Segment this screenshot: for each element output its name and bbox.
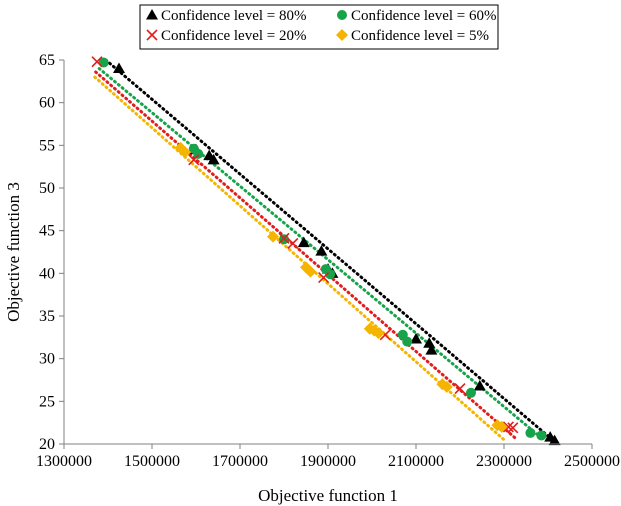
y-tick-label: 40 [39,265,55,282]
x-axis-title: Objective function 1 [258,486,398,505]
x-tick-label: 1500000 [124,453,180,470]
x-tick-label: 2300000 [476,453,532,470]
y-axis-title: Objective function 3 [4,182,23,322]
y-tick-label: 30 [39,351,55,368]
legend-box [139,4,499,50]
data-point [179,146,191,159]
data-point [423,337,436,348]
y-tick-label: 65 [39,52,55,69]
x-tick-label: 1300000 [36,453,92,470]
data-point [315,245,328,256]
legend: Confidence level = 80% Confidence level =… [139,4,499,50]
legend-label: Confidence level = 20% [161,28,307,44]
data-point [473,379,486,391]
trendline [93,75,506,442]
data-point [91,56,103,68]
data-point [193,148,204,159]
data-point [188,154,200,166]
data-point [425,344,438,355]
series-points [174,141,508,433]
data-point [287,237,299,250]
legend-marker [337,10,347,20]
data-point [536,430,547,441]
legend-label: Confidence level = 80% [161,8,307,24]
series-points [113,62,561,446]
x-tick-label: 1900000 [300,453,356,470]
data-point [278,232,290,244]
data-point [402,336,413,347]
y-tick-label: 60 [39,95,55,112]
data-point [113,62,125,74]
data-points [91,56,561,446]
data-point [507,422,519,434]
data-point [410,333,422,344]
legend-marker [336,29,348,41]
y-tick-label: 55 [39,137,55,154]
legend-marker [146,29,158,41]
x-tick-label: 2500000 [564,453,620,470]
trendline [94,70,519,442]
data-point [297,236,310,248]
y-tick-label: 35 [39,308,55,325]
data-point [207,153,220,165]
legend-marker [146,9,158,20]
data-point [454,382,466,395]
legend-item: Confidence level = 80% [146,8,307,24]
data-point [440,380,453,393]
legend-label: Confidence level = 60% [351,8,497,24]
data-point [548,434,561,446]
trendline [104,58,554,442]
data-point [267,230,279,243]
data-point [495,420,508,433]
data-point [525,427,536,438]
y-tick-label: 20 [39,436,55,453]
y-tick-label: 25 [39,393,55,410]
legend-items: Confidence level = 80% Confidence level =… [146,8,497,44]
legend-item: Confidence level = 60% [337,8,497,24]
legend-item: Confidence level = 20% [146,28,307,44]
y-tick-label: 50 [39,180,55,197]
legend-item: Confidence level = 5% [336,28,489,44]
y-tick-label: 45 [39,223,55,240]
x-tick-label: 2100000 [388,453,444,470]
x-axis-ticks: 1300000 1500000 1700000 1900000 2100000 23000… [36,444,620,470]
axes [63,60,592,445]
y-axis-ticks: 20 25 30 35 40 45 50 55 60 65 [39,52,64,453]
x-tick-label: 1700000 [212,453,268,470]
data-point [304,265,317,278]
legend-label: Confidence level = 5% [351,28,489,44]
data-point [466,387,476,398]
data-point [502,421,514,433]
data-point [318,272,330,284]
data-point [372,327,385,340]
data-point [325,269,336,280]
